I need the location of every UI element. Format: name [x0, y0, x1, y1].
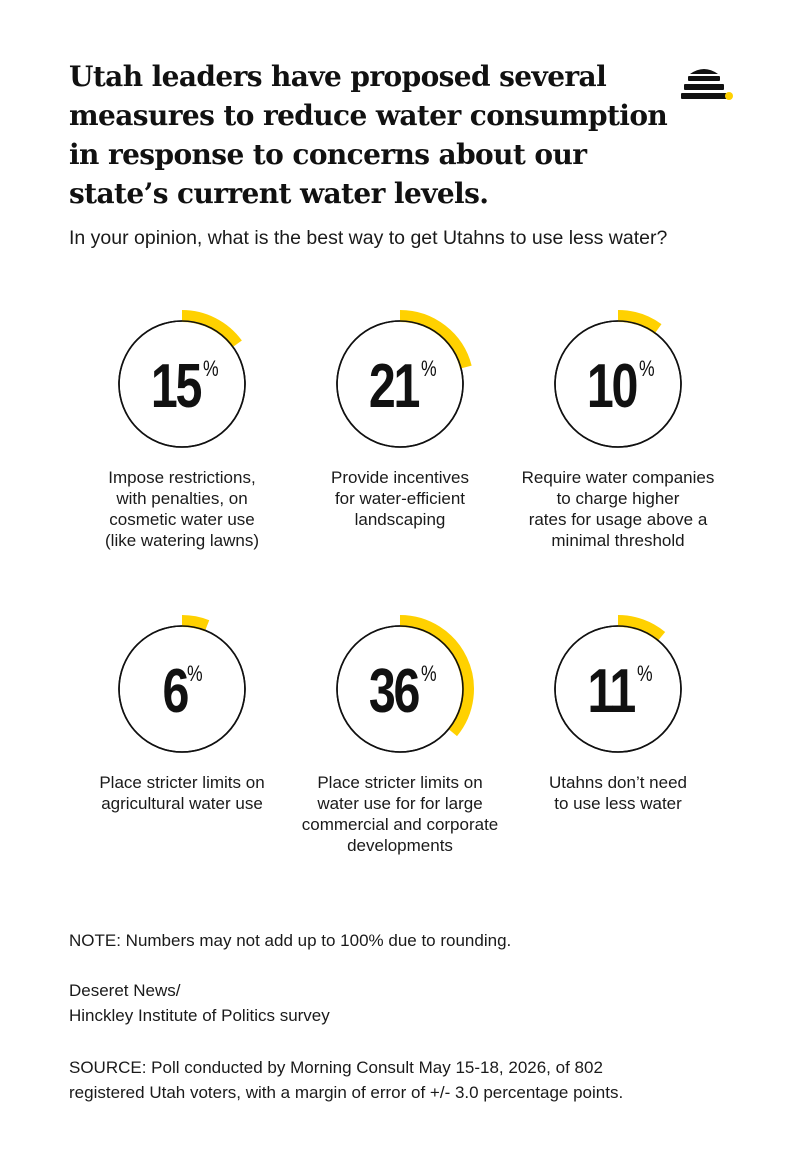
donut-track-overlay	[118, 320, 246, 448]
category-label-line: agricultural water use	[101, 794, 263, 813]
donut-item: 36% Place stricter limits on water use for…	[290, 615, 510, 855]
donut-ring	[118, 615, 246, 753]
donut-ring	[336, 615, 474, 753]
credit-line: Deseret News/	[69, 981, 181, 1000]
category-label-line: developments	[347, 836, 453, 855]
credit-line: Hinckley Institute of Politics survey	[69, 1006, 330, 1025]
donut-item: 15% Impose restrictions, with penalties, o…	[72, 310, 292, 550]
value-number: 21	[368, 352, 420, 421]
percent-sign: %	[186, 661, 203, 686]
value-number: 10	[586, 352, 638, 421]
category-label: Place stricter limits on water use for fo…	[280, 772, 520, 856]
donut-track-overlay	[554, 625, 682, 753]
category-label-line: Impose restrictions,	[108, 468, 256, 487]
donut-item: 6% Place stricter limits on agricultural w…	[72, 615, 292, 837]
category-label: Provide incentives for water-efficient lan…	[280, 467, 520, 530]
percent-sign: %	[420, 661, 437, 686]
donut-track-overlay	[118, 625, 246, 753]
category-label-line: with penalties, on	[116, 489, 248, 508]
category-label-line: to use less water	[554, 794, 682, 813]
value-label: 6%	[72, 657, 292, 727]
category-label-line: minimal threshold	[551, 531, 685, 550]
value-label: 10%	[508, 352, 728, 422]
source-line: registered Utah voters, with a margin of…	[69, 1083, 624, 1102]
donut-track-overlay	[336, 320, 464, 448]
category-label-line: rates for usage above a	[528, 510, 708, 529]
category-label-line: water use for for large	[317, 794, 483, 813]
category-label: Impose restrictions, with penalties, on co…	[62, 467, 302, 551]
source-note: SOURCE: Poll conducted by Morning Consul…	[69, 1055, 749, 1105]
donut-ring	[554, 615, 682, 753]
category-label-line: to charge higher	[556, 489, 680, 508]
category-label-line: Place stricter limits on	[99, 773, 265, 792]
value-number: 36	[368, 657, 420, 726]
donut-arc	[181, 310, 242, 348]
survey-question: In your opinion, what is the best way to…	[69, 227, 668, 249]
donut-arc	[181, 615, 210, 632]
credit: Deseret News/ Hinckley Institute of Poli…	[69, 978, 469, 1028]
value-number: 15	[150, 352, 202, 421]
donut-item: 11% Utahns don’t need to use less water	[508, 615, 728, 837]
category-label-line: cosmetic water use	[109, 510, 255, 529]
donut-arc	[399, 615, 474, 737]
donut-arc	[399, 310, 472, 369]
donut-item: 21% Provide incentives for water-efficient…	[290, 310, 510, 532]
donut-arc	[617, 310, 662, 334]
value-number: 6	[162, 657, 190, 726]
category-label-line: commercial and corporate	[301, 815, 499, 834]
donut-item: 10% Require water companies to charge high…	[508, 310, 728, 550]
donut-track-overlay	[554, 320, 682, 448]
donut-ring	[118, 310, 246, 448]
percent-sign: %	[420, 356, 437, 381]
category-label-line: Place stricter limits on	[317, 773, 483, 792]
donut-arc	[617, 615, 666, 642]
beehive-icon	[681, 69, 733, 100]
value-label: 11%	[508, 657, 728, 727]
percent-sign: %	[202, 356, 219, 381]
value-label: 21%	[290, 352, 510, 422]
donut-track-overlay	[336, 625, 464, 753]
donut-ring	[554, 310, 682, 448]
source-line: SOURCE: Poll conducted by Morning Consul…	[69, 1058, 603, 1077]
category-label-line: Provide incentives	[331, 468, 469, 487]
value-number: 11	[587, 657, 637, 726]
category-label-line: for water-efficient	[334, 489, 466, 508]
category-label-line: landscaping	[354, 510, 446, 529]
category-label: Place stricter limits on agricultural wat…	[62, 772, 302, 814]
category-label-line: (like watering lawns)	[105, 531, 259, 550]
category-label: Utahns don’t need to use less water	[498, 772, 738, 814]
donut-ring	[336, 310, 472, 448]
percent-sign: %	[636, 661, 653, 686]
rounding-note: NOTE: Numbers may not add up to 100% due…	[69, 931, 512, 950]
category-label: Require water companies to charge higher r…	[498, 467, 738, 551]
category-label-line: Utahns don’t need	[549, 773, 687, 792]
value-label: 36%	[290, 657, 510, 727]
page-title: Utah leaders have proposed several measu…	[69, 60, 668, 210]
category-label-line: Require water companies	[521, 468, 715, 487]
value-label: 15%	[72, 352, 292, 422]
percent-sign: %	[638, 356, 655, 381]
